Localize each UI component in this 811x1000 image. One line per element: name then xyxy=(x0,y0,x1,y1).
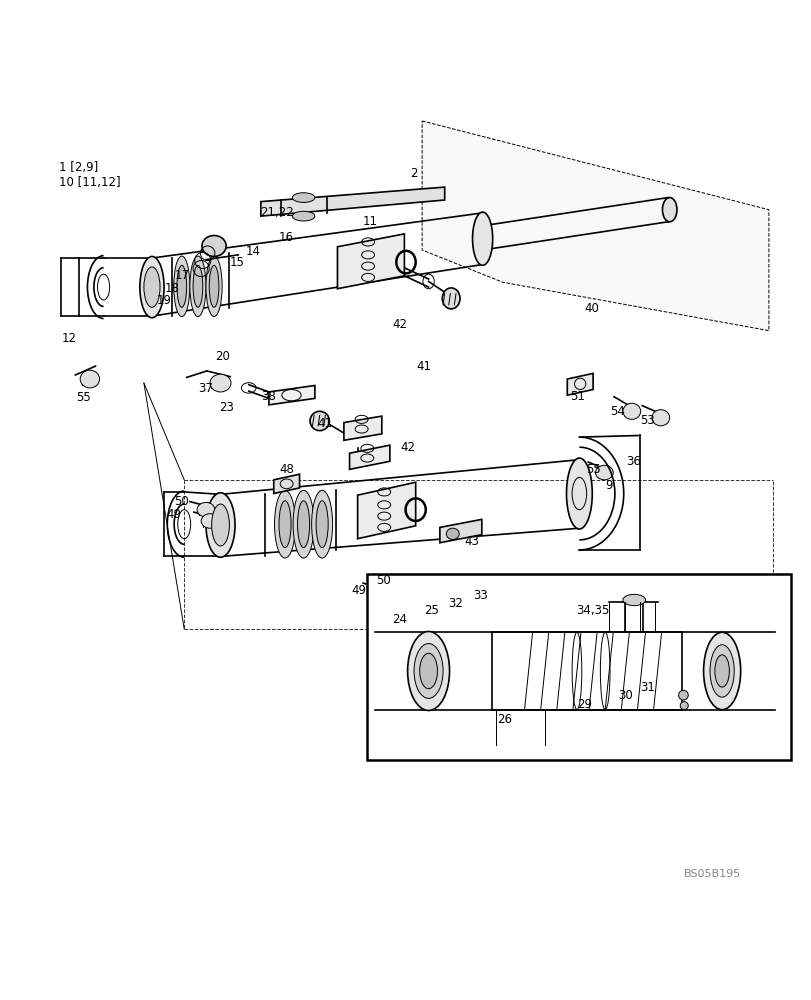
Text: 48: 48 xyxy=(279,463,294,476)
Ellipse shape xyxy=(193,265,203,307)
Text: 31: 31 xyxy=(640,681,654,694)
Polygon shape xyxy=(357,482,415,539)
Ellipse shape xyxy=(714,655,728,687)
Ellipse shape xyxy=(144,267,160,307)
Ellipse shape xyxy=(292,211,315,221)
Text: 1 [2,9]
10 [11,12]: 1 [2,9] 10 [11,12] xyxy=(59,161,121,189)
Ellipse shape xyxy=(311,490,333,558)
Polygon shape xyxy=(273,474,299,494)
Ellipse shape xyxy=(212,504,229,546)
Polygon shape xyxy=(344,416,381,440)
Text: 14: 14 xyxy=(245,245,260,258)
Text: 50: 50 xyxy=(174,495,189,508)
Text: 23: 23 xyxy=(219,401,234,414)
Text: 32: 32 xyxy=(448,597,463,610)
Polygon shape xyxy=(567,373,592,395)
Text: 50: 50 xyxy=(375,574,390,587)
Text: 43: 43 xyxy=(464,535,479,548)
Text: 42: 42 xyxy=(392,318,406,331)
Ellipse shape xyxy=(315,501,328,548)
Text: 49: 49 xyxy=(351,584,367,597)
Ellipse shape xyxy=(274,490,295,558)
Text: 21,22: 21,22 xyxy=(260,206,294,219)
Ellipse shape xyxy=(297,501,309,548)
Ellipse shape xyxy=(702,632,740,710)
Ellipse shape xyxy=(594,465,612,480)
Ellipse shape xyxy=(197,502,215,517)
Ellipse shape xyxy=(201,514,219,528)
Ellipse shape xyxy=(446,528,459,540)
Text: 2: 2 xyxy=(410,167,418,180)
Text: 33: 33 xyxy=(472,589,487,602)
Ellipse shape xyxy=(310,411,329,431)
Text: 9: 9 xyxy=(605,479,612,492)
Ellipse shape xyxy=(662,198,676,222)
Text: 55: 55 xyxy=(585,463,599,476)
Text: 53: 53 xyxy=(640,414,654,427)
Ellipse shape xyxy=(651,410,669,426)
Text: 20: 20 xyxy=(214,350,230,363)
Ellipse shape xyxy=(566,458,591,529)
Polygon shape xyxy=(440,519,481,543)
Ellipse shape xyxy=(414,644,443,698)
Ellipse shape xyxy=(80,370,100,388)
Text: 36: 36 xyxy=(625,455,640,468)
Ellipse shape xyxy=(472,212,492,265)
Ellipse shape xyxy=(622,594,645,606)
Polygon shape xyxy=(268,385,315,405)
Text: BS05B195: BS05B195 xyxy=(683,869,740,879)
Text: 49: 49 xyxy=(166,508,181,521)
Ellipse shape xyxy=(293,490,314,558)
Ellipse shape xyxy=(622,403,640,419)
Ellipse shape xyxy=(709,645,733,697)
Ellipse shape xyxy=(292,193,315,202)
Text: 15: 15 xyxy=(229,256,244,269)
Ellipse shape xyxy=(206,256,222,317)
Text: 26: 26 xyxy=(496,713,511,726)
Text: 40: 40 xyxy=(583,302,599,315)
Text: 19: 19 xyxy=(157,294,171,307)
Text: 54: 54 xyxy=(609,405,624,418)
Ellipse shape xyxy=(210,374,230,392)
Text: 41: 41 xyxy=(416,360,431,373)
Text: 29: 29 xyxy=(577,698,592,711)
Text: 41: 41 xyxy=(317,417,333,430)
Text: 25: 25 xyxy=(424,604,439,617)
Ellipse shape xyxy=(202,235,226,256)
Text: 38: 38 xyxy=(261,390,276,403)
Ellipse shape xyxy=(374,595,392,610)
Ellipse shape xyxy=(190,256,206,317)
Ellipse shape xyxy=(370,585,388,600)
Text: 34,35: 34,35 xyxy=(576,604,609,617)
Text: 16: 16 xyxy=(279,231,294,244)
Ellipse shape xyxy=(678,690,688,700)
Bar xyxy=(367,574,790,760)
Polygon shape xyxy=(422,121,768,331)
Text: 30: 30 xyxy=(617,689,632,702)
Ellipse shape xyxy=(206,493,234,557)
Text: 51: 51 xyxy=(569,390,585,403)
Text: 24: 24 xyxy=(392,613,406,626)
Polygon shape xyxy=(337,234,404,289)
Ellipse shape xyxy=(209,265,219,307)
Polygon shape xyxy=(260,187,444,216)
Text: 18: 18 xyxy=(165,282,179,295)
Ellipse shape xyxy=(407,631,449,710)
Text: 37: 37 xyxy=(199,382,213,395)
Ellipse shape xyxy=(139,256,164,318)
Ellipse shape xyxy=(419,653,437,689)
Text: 42: 42 xyxy=(400,441,414,454)
Text: 11: 11 xyxy=(362,215,377,228)
Text: 55: 55 xyxy=(76,391,91,404)
Ellipse shape xyxy=(279,501,290,548)
Ellipse shape xyxy=(680,702,688,710)
Text: 17: 17 xyxy=(174,269,189,282)
Ellipse shape xyxy=(174,256,190,317)
Polygon shape xyxy=(349,445,389,469)
Text: 12: 12 xyxy=(62,332,76,345)
Ellipse shape xyxy=(177,265,187,307)
Ellipse shape xyxy=(442,288,460,309)
